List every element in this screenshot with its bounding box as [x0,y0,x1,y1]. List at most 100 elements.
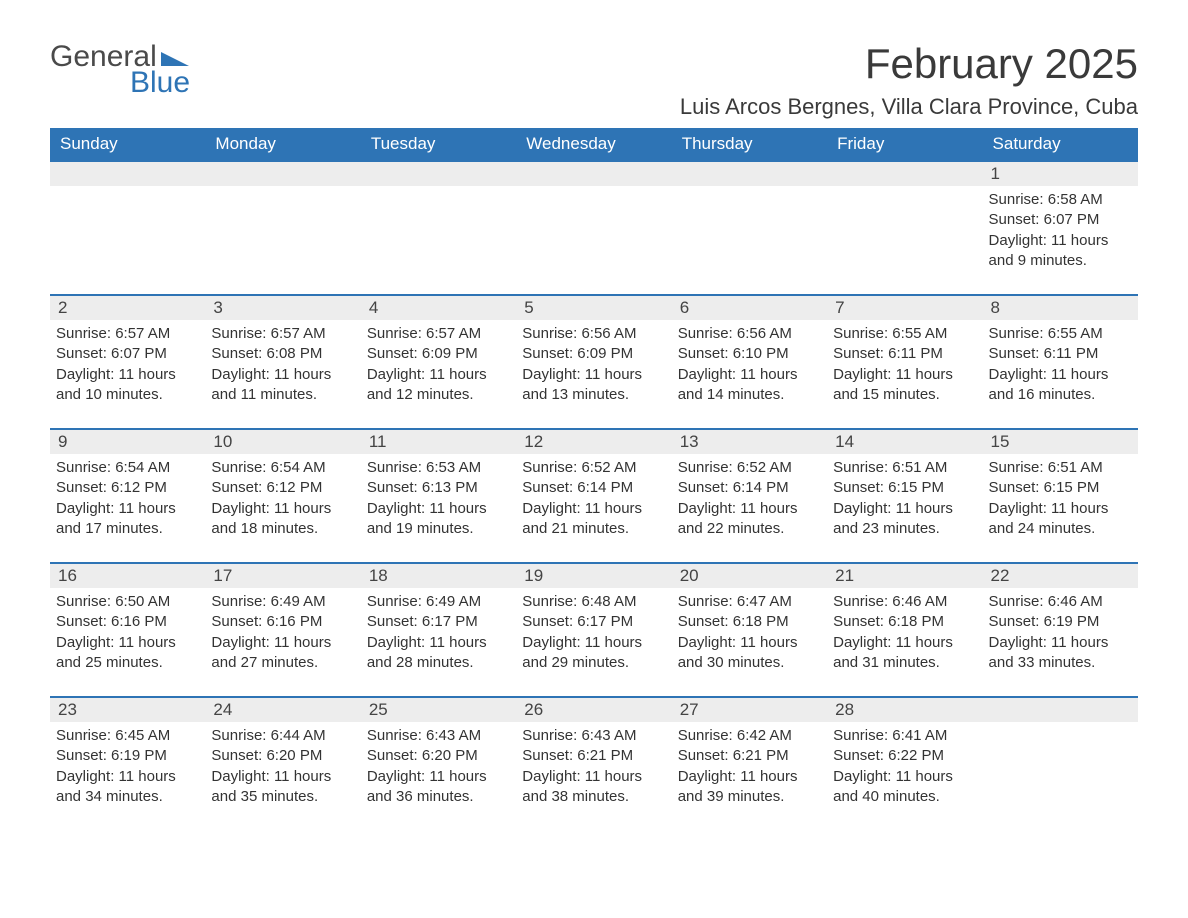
day-details: Sunrise: 6:53 AMSunset: 6:13 PMDaylight:… [367,458,510,539]
day-number: 22 [983,564,1138,588]
day-details: Sunrise: 6:47 AMSunset: 6:18 PMDaylight:… [678,592,821,673]
day-number: 9 [50,430,205,454]
day-number [983,698,1138,722]
sunset-text: Sunset: 6:17 PM [367,612,510,632]
sunrise-text: Sunrise: 6:43 AM [522,726,665,746]
daylight-text: Daylight: 11 hours and 14 minutes. [678,365,821,406]
day-number: 19 [516,564,671,588]
day-cell [205,162,360,294]
sunrise-text: Sunrise: 6:55 AM [833,324,976,344]
day-cell: 21Sunrise: 6:46 AMSunset: 6:18 PMDayligh… [827,564,982,696]
day-details: Sunrise: 6:49 AMSunset: 6:17 PMDaylight:… [367,592,510,673]
sunset-text: Sunset: 6:13 PM [367,478,510,498]
day-details: Sunrise: 6:45 AMSunset: 6:19 PMDaylight:… [56,726,199,807]
daylight-text: Daylight: 11 hours and 11 minutes. [211,365,354,406]
daylight-text: Daylight: 11 hours and 28 minutes. [367,633,510,674]
weekday-header: Friday [827,128,982,160]
sunset-text: Sunset: 6:09 PM [367,344,510,364]
sunrise-text: Sunrise: 6:54 AM [211,458,354,478]
calendar-page: General Blue February 2025 Luis Arcos Be… [0,0,1188,918]
page-header: General Blue February 2025 Luis Arcos Be… [50,40,1138,120]
day-number: 2 [50,296,205,320]
daylight-text: Daylight: 11 hours and 25 minutes. [56,633,199,674]
day-number: 16 [50,564,205,588]
sunrise-text: Sunrise: 6:58 AM [989,190,1132,210]
daylight-text: Daylight: 11 hours and 17 minutes. [56,499,199,540]
sunrise-text: Sunrise: 6:44 AM [211,726,354,746]
sunrise-text: Sunrise: 6:41 AM [833,726,976,746]
sunrise-text: Sunrise: 6:57 AM [56,324,199,344]
day-number [516,162,671,186]
day-number: 14 [827,430,982,454]
sunrise-text: Sunrise: 6:56 AM [678,324,821,344]
day-cell: 5Sunrise: 6:56 AMSunset: 6:09 PMDaylight… [516,296,671,428]
daylight-text: Daylight: 11 hours and 24 minutes. [989,499,1132,540]
day-cell: 2 Sunrise: 6:57 AMSunset: 6:07 PMDaylight… [50,296,205,428]
week-row: 2Sunrise: 6:57 AMSunset: 6:07 PMDaylight… [50,294,1138,428]
day-details: Sunrise: 6:48 AMSunset: 6:17 PMDaylight:… [522,592,665,673]
day-number: 8 [983,296,1138,320]
day-number: 28 [827,698,982,722]
day-number [827,162,982,186]
day-details: Sunrise: 6:52 AMSunset: 6:14 PMDaylight:… [522,458,665,539]
day-number: 21 [827,564,982,588]
day-details: Sunrise: 6:43 AMSunset: 6:20 PMDaylight:… [367,726,510,807]
day-number: 11 [361,430,516,454]
sunrise-text: Sunrise: 6:49 AM [367,592,510,612]
sunset-text: Sunset: 6:15 PM [989,478,1132,498]
sunset-text: Sunset: 6:19 PM [989,612,1132,632]
day-number: 23 [50,698,205,722]
daylight-text: Daylight: 11 hours and 9 minutes. [989,231,1132,272]
day-details: Sunrise: 6:51 AMSunset: 6:15 PMDaylight:… [989,458,1132,539]
daylight-text: Daylight: 11 hours and 13 minutes. [522,365,665,406]
daylight-text: Daylight: 11 hours and 33 minutes. [989,633,1132,674]
day-details: Sunrise: 6:58 AMSunset: 6:07 PMDaylight:… [989,190,1132,271]
brand-logo: General Blue [50,40,190,100]
sunset-text: Sunset: 6:14 PM [522,478,665,498]
day-number: 15 [983,430,1138,454]
day-number: 18 [361,564,516,588]
sunset-text: Sunset: 6:07 PM [989,210,1132,230]
day-number: 7 [827,296,982,320]
daylight-text: Daylight: 11 hours and 19 minutes. [367,499,510,540]
day-cell [50,162,205,294]
day-cell: 19 Sunrise: 6:48 AMSunset: 6:17 PMDayligh… [516,564,671,696]
day-details: Sunrise: 6:57 AMSunset: 6:09 PMDaylight:… [367,324,510,405]
sunset-text: Sunset: 6:22 PM [833,746,976,766]
sunrise-text: Sunrise: 6:50 AM [56,592,199,612]
daylight-text: Daylight: 11 hours and 18 minutes. [211,499,354,540]
day-details: Sunrise: 6:56 AMSunset: 6:10 PMDaylight:… [678,324,821,405]
day-details: Sunrise: 6:46 AMSunset: 6:19 PMDaylight:… [989,592,1132,673]
day-cell [827,162,982,294]
day-number: 4 [361,296,516,320]
daylight-text: Daylight: 11 hours and 40 minutes. [833,767,976,808]
sunset-text: Sunset: 6:11 PM [989,344,1132,364]
sunrise-text: Sunrise: 6:57 AM [367,324,510,344]
sunrise-text: Sunrise: 6:56 AM [522,324,665,344]
sunset-text: Sunset: 6:07 PM [56,344,199,364]
day-cell: 23 Sunrise: 6:45 AMSunset: 6:19 PMDayligh… [50,698,205,830]
sunset-text: Sunset: 6:16 PM [56,612,199,632]
weekday-header: Sunday [50,128,205,160]
sunset-text: Sunset: 6:14 PM [678,478,821,498]
day-cell [516,162,671,294]
day-cell: 14Sunrise: 6:51 AMSunset: 6:15 PMDayligh… [827,430,982,562]
sunrise-text: Sunrise: 6:57 AM [211,324,354,344]
day-details: Sunrise: 6:49 AMSunset: 6:16 PMDaylight:… [211,592,354,673]
day-number: 13 [672,430,827,454]
day-number [205,162,360,186]
day-number: 1 [983,162,1138,186]
daylight-text: Daylight: 11 hours and 10 minutes. [56,365,199,406]
day-number: 20 [672,564,827,588]
day-cell: 13Sunrise: 6:52 AMSunset: 6:14 PMDayligh… [672,430,827,562]
day-cell: 28 Sunrise: 6:41 AMSunset: 6:22 PMDayligh… [827,698,982,830]
day-cell: 10Sunrise: 6:54 AMSunset: 6:12 PMDayligh… [205,430,360,562]
sunrise-text: Sunrise: 6:54 AM [56,458,199,478]
daylight-text: Daylight: 11 hours and 30 minutes. [678,633,821,674]
day-details: Sunrise: 6:55 AMSunset: 6:11 PMDaylight:… [833,324,976,405]
sunrise-text: Sunrise: 6:43 AM [367,726,510,746]
day-details: Sunrise: 6:42 AMSunset: 6:21 PMDaylight:… [678,726,821,807]
sunrise-text: Sunrise: 6:45 AM [56,726,199,746]
sunset-text: Sunset: 6:20 PM [367,746,510,766]
day-cell: 11 Sunrise: 6:53 AMSunset: 6:13 PMDayligh… [361,430,516,562]
